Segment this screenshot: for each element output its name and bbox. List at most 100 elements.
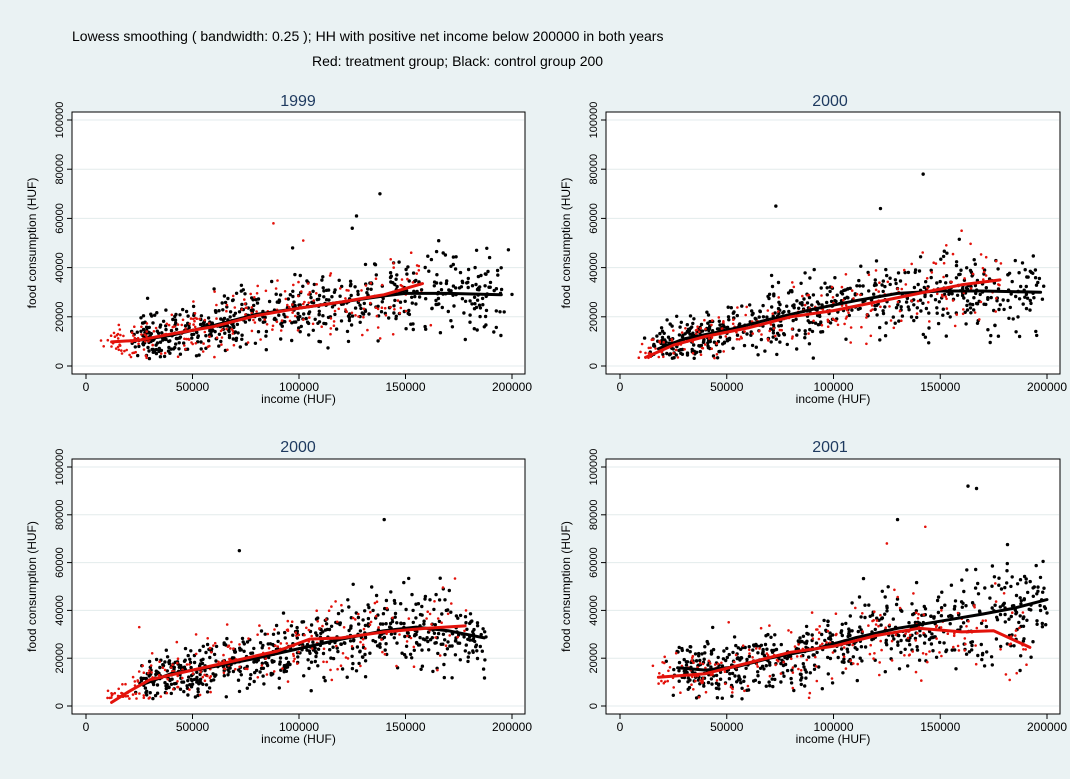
scatter-point — [1005, 542, 1010, 547]
scatter-point — [779, 680, 783, 684]
scatter-point — [709, 673, 713, 677]
scatter-point — [830, 285, 834, 289]
scatter-point — [665, 318, 669, 322]
scatter-point — [492, 288, 496, 293]
scatter-point — [953, 648, 957, 652]
scatter-point — [453, 653, 458, 657]
scatter-point — [869, 643, 872, 647]
scatter-point — [761, 303, 765, 308]
scatter-point — [346, 598, 350, 602]
scatter-point — [472, 327, 476, 331]
scatter-point — [405, 640, 409, 643]
scatter-point — [175, 336, 179, 341]
scatter-point — [718, 323, 722, 327]
scatter-point — [391, 333, 395, 336]
scatter-point — [473, 265, 477, 270]
scatter-point — [204, 683, 209, 687]
scatter-point — [349, 624, 353, 628]
scatter-point — [820, 632, 824, 637]
scatter-point — [192, 317, 195, 321]
scatter-point — [369, 287, 373, 291]
scatter-point — [157, 346, 161, 351]
scatter-point — [768, 624, 771, 627]
control-lowess-line — [656, 289, 1043, 351]
scatter-point — [768, 661, 772, 665]
scatter-point — [812, 267, 816, 272]
scatter-point — [330, 295, 334, 299]
scatter-point — [146, 345, 150, 350]
scatter-point — [730, 694, 734, 698]
scatter-point — [288, 293, 292, 297]
scatter-point — [290, 620, 294, 623]
scatter-point — [250, 306, 254, 309]
scatter-point — [329, 656, 333, 660]
scatter-point — [898, 309, 902, 313]
scatter-point — [380, 306, 384, 310]
scatter-point — [776, 280, 781, 285]
scatter-point — [657, 355, 661, 359]
scatter-point — [358, 629, 363, 633]
scatter-point — [379, 310, 384, 314]
scatter-point — [874, 259, 879, 263]
scatter-point — [392, 262, 395, 265]
scatter-point — [142, 671, 146, 674]
scatter-point — [400, 651, 404, 655]
scatter-point — [967, 620, 970, 623]
scatter-point — [429, 323, 433, 327]
scatter-point — [840, 633, 844, 638]
scatter-point — [779, 323, 783, 328]
scatter-point — [810, 329, 815, 334]
scatter-point — [637, 356, 641, 360]
scatter-point — [322, 675, 326, 680]
scatter-point — [283, 636, 287, 640]
scatter-point — [957, 237, 961, 241]
scatter-point — [432, 607, 436, 612]
scatter-point — [836, 655, 840, 660]
scatter-point — [359, 664, 362, 668]
scatter-point — [797, 306, 801, 310]
scatter-point — [896, 595, 899, 599]
scatter-point — [970, 601, 975, 605]
x-tick-label: 200000 — [492, 380, 532, 394]
scatter-point — [834, 612, 838, 615]
scatter-point — [400, 278, 404, 281]
scatter-point — [745, 657, 749, 662]
scatter-point — [918, 634, 922, 638]
scatter-point — [830, 681, 835, 685]
scatter-point — [807, 295, 812, 300]
scatter-point — [362, 315, 365, 319]
scatter-point — [828, 656, 833, 661]
scatter-point — [344, 656, 348, 659]
scatter-point — [979, 621, 984, 625]
scatter-point — [317, 293, 322, 298]
scatter-point — [751, 332, 754, 335]
scatter-point — [828, 289, 832, 294]
scatter-point — [1005, 569, 1009, 573]
scatter-point — [222, 674, 226, 678]
scatter-point — [374, 273, 378, 277]
scatter-point — [942, 261, 946, 265]
scatter-point — [774, 337, 778, 341]
scatter-point — [907, 654, 911, 657]
scatter-point — [398, 311, 402, 315]
scatter-point — [407, 279, 411, 283]
scatter-point — [406, 265, 410, 269]
scatter-point — [303, 300, 306, 304]
scatter-point — [717, 349, 721, 354]
scatter-point — [1038, 603, 1042, 608]
x-tick-label: 0 — [83, 720, 90, 734]
scatter-point — [701, 340, 706, 345]
scatter-point — [999, 644, 1003, 649]
scatter-point — [194, 354, 199, 358]
scatter-point — [929, 642, 934, 646]
scatter-point — [804, 624, 809, 629]
scatter-point — [677, 348, 681, 353]
scatter-point — [364, 284, 368, 287]
scatter-point — [683, 348, 686, 351]
scatter-point — [441, 251, 445, 255]
scatter-point — [301, 239, 305, 242]
scatter-point — [675, 314, 679, 318]
scatter-point — [743, 645, 747, 650]
scatter-point — [680, 331, 684, 334]
scatter-point — [201, 675, 204, 679]
